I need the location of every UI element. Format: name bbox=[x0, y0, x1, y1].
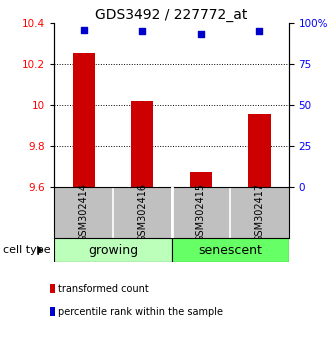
Text: GSM302414: GSM302414 bbox=[79, 183, 89, 242]
Text: GSM302417: GSM302417 bbox=[254, 183, 264, 242]
Text: transformed count: transformed count bbox=[58, 284, 148, 293]
Text: percentile rank within the sample: percentile rank within the sample bbox=[58, 307, 223, 316]
Bar bbox=[172, 238, 289, 262]
Point bbox=[257, 28, 262, 34]
Point bbox=[198, 32, 204, 37]
Bar bbox=[54, 238, 172, 262]
Text: cell type: cell type bbox=[3, 245, 51, 255]
Text: senescent: senescent bbox=[198, 244, 262, 257]
Point bbox=[140, 28, 145, 34]
Point bbox=[81, 27, 86, 32]
Title: GDS3492 / 227772_at: GDS3492 / 227772_at bbox=[95, 8, 248, 22]
Bar bbox=[190, 172, 212, 187]
Text: GSM302416: GSM302416 bbox=[137, 183, 147, 242]
Bar bbox=[248, 114, 271, 187]
Bar bbox=[131, 101, 153, 187]
Bar bbox=[73, 53, 95, 187]
Text: growing: growing bbox=[88, 244, 138, 257]
Text: GSM302415: GSM302415 bbox=[196, 183, 206, 242]
